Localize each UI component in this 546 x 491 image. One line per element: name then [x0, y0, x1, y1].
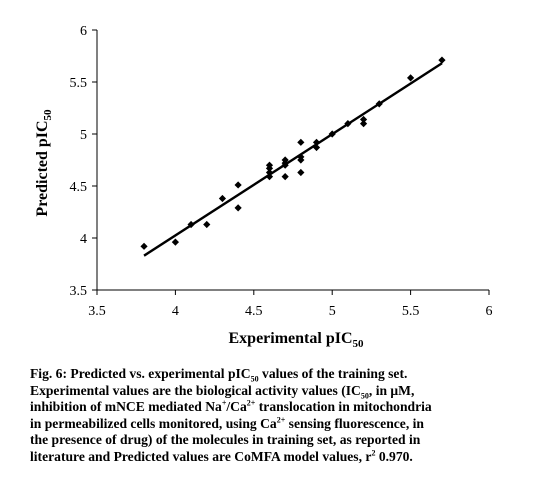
- caption-line-6: literature and Predicted values are CoMF…: [30, 448, 413, 464]
- data-point: [265, 164, 274, 172]
- x-tick-label: 3.5: [88, 304, 106, 319]
- data-point: [234, 204, 242, 212]
- y-tick-label: 5: [80, 128, 87, 143]
- data-point: [234, 181, 242, 189]
- x-tick-label: 4.5: [245, 304, 263, 319]
- y-axis-title: Predicted pIC50: [34, 109, 54, 217]
- data-points: [140, 56, 446, 250]
- y-tick-label: 4.5: [70, 180, 88, 195]
- figure-caption: Fig. 6: Predicted vs. experimental pIC50…: [30, 366, 535, 466]
- data-point: [218, 194, 227, 203]
- data-point: [140, 242, 148, 250]
- data-point: [297, 138, 305, 146]
- axes: [96, 30, 489, 291]
- x-tick-label: 4: [172, 304, 179, 319]
- data-point: [359, 120, 368, 128]
- data-point: [438, 56, 446, 64]
- data-point: [281, 173, 289, 181]
- x-tick-label: 5.5: [402, 304, 420, 319]
- caption-line-5: the presence of drug) of the molecules i…: [30, 432, 421, 448]
- caption-line-3: inhibition of mNCE mediated Na+/Ca2+ tra…: [30, 398, 432, 415]
- x-tick-label: 6: [486, 304, 493, 319]
- caption-line-2: Experimental values are the biological a…: [30, 382, 415, 401]
- trendline: [143, 62, 443, 257]
- data-point: [203, 220, 211, 229]
- scatter-chart: 3.5 4 4.5 5 5.5 6 3.5 4 4.5 5 5.5 6 Experimental p…: [34, 24, 493, 350]
- x-tick-label: 5: [329, 304, 336, 319]
- data-point: [407, 74, 415, 82]
- data-point: [171, 238, 179, 246]
- x-axis-ticks: 3.5 4 4.5 5 5.5 6: [88, 290, 493, 319]
- y-tick-label: 3.5: [70, 284, 88, 299]
- caption-line-1: Fig. 6: Predicted vs. experimental pIC50…: [30, 366, 408, 384]
- y-tick-label: 4: [80, 232, 87, 247]
- x-axis-title: Experimental pIC50: [229, 330, 365, 350]
- data-point: [297, 156, 305, 164]
- y-tick-label: 5.5: [70, 76, 88, 91]
- y-tick-label: 6: [80, 24, 87, 39]
- data-point: [359, 115, 368, 124]
- y-axis-ticks: 3.5 4 4.5 5 5.5 6: [70, 24, 97, 299]
- caption-line-4: in permeabilized cells monitored, using …: [30, 415, 424, 431]
- trendline-group: [143, 62, 443, 257]
- data-point: [297, 168, 305, 177]
